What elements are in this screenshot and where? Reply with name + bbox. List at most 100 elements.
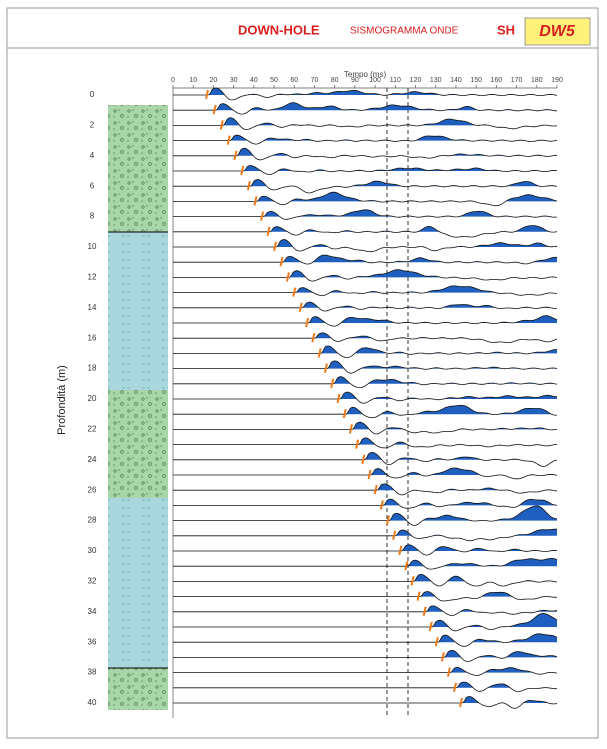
- trace-fill: [173, 332, 557, 339]
- header-code: DW5: [539, 23, 576, 40]
- trace: [173, 467, 558, 480]
- arrival-pick: [398, 545, 403, 556]
- trace: [173, 102, 557, 115]
- trace: [173, 505, 558, 526]
- depth-label: 24: [88, 455, 97, 464]
- trace-fill: [173, 544, 557, 551]
- arrival-pick: [348, 424, 353, 434]
- trace-fill: [173, 392, 557, 399]
- time-label: 120: [410, 77, 422, 84]
- arrival-pick: [446, 667, 451, 677]
- trace: [173, 612, 558, 632]
- trace-fill: [173, 574, 557, 582]
- time-label: 100: [369, 77, 381, 84]
- trace: [173, 483, 557, 496]
- trace: [173, 650, 558, 663]
- arrival-pick: [330, 378, 335, 389]
- stratum: [108, 498, 168, 668]
- trace: [173, 437, 558, 449]
- header-subtitle: SISMOGRAMMA ONDE: [350, 26, 459, 37]
- trace-fill: [173, 315, 557, 323]
- depth-label: 38: [88, 668, 97, 677]
- trace-fill: [173, 302, 557, 308]
- arrival-pick: [434, 636, 439, 647]
- trace: [173, 376, 558, 388]
- arrival-pick: [317, 348, 322, 358]
- trace: [173, 269, 558, 282]
- trace: [173, 225, 558, 238]
- time-label: 130: [430, 77, 442, 84]
- traces: [173, 87, 558, 709]
- trace-fill: [173, 452, 557, 460]
- arrival-pick: [273, 241, 278, 252]
- depth-label: 2: [90, 121, 95, 130]
- y-title: Profondità (m): [56, 365, 68, 435]
- trace: [173, 117, 558, 131]
- arrival-pick: [205, 89, 209, 100]
- header-title: DOWN-HOLE: [238, 22, 320, 37]
- time-label: 190: [551, 77, 563, 84]
- depth-label: 12: [88, 273, 97, 282]
- arrival-pick: [260, 211, 265, 221]
- depth-label: 16: [88, 333, 97, 342]
- trace: [173, 681, 558, 692]
- arrival-pick: [361, 454, 366, 465]
- trace-fill: [173, 192, 557, 202]
- trace: [173, 165, 558, 175]
- trace: [173, 301, 558, 312]
- header-wave: SH: [497, 22, 515, 37]
- arrival-pick: [298, 302, 303, 313]
- trace: [173, 209, 558, 220]
- time-label: 170: [511, 77, 523, 84]
- arrival-pick: [428, 621, 433, 632]
- arrival-pick: [422, 606, 427, 617]
- trace-fill: [173, 239, 557, 247]
- time-label: 160: [491, 77, 503, 84]
- depth-label: 8: [90, 212, 95, 221]
- stratum: [108, 232, 168, 390]
- trace: [173, 498, 557, 509]
- trace-fill: [173, 345, 557, 354]
- depth-label: 30: [88, 546, 97, 555]
- depth-label: 34: [88, 607, 97, 616]
- depth-label: 36: [88, 637, 97, 646]
- strata-column: [108, 105, 168, 710]
- depth-label: 26: [88, 485, 97, 494]
- trace: [173, 421, 558, 435]
- time-label: 70: [311, 77, 319, 84]
- arrival-pick: [246, 180, 251, 191]
- trace: [173, 451, 558, 467]
- arrival-pick: [285, 272, 290, 282]
- arrival-pick: [336, 393, 341, 404]
- stratum: [108, 668, 168, 710]
- trace: [173, 239, 558, 253]
- arrival-pick: [392, 530, 397, 541]
- time-label: 0: [171, 77, 175, 84]
- trace: [173, 134, 558, 145]
- trace: [173, 404, 558, 419]
- x-title: Tempo (ms): [344, 70, 387, 79]
- time-label: 20: [210, 77, 218, 84]
- arrival-pick: [373, 484, 378, 495]
- arrival-pick: [379, 500, 384, 510]
- arrival-pick: [212, 104, 217, 115]
- trace-fill: [173, 505, 557, 521]
- arrival-pick: [292, 287, 297, 297]
- trace-fill: [173, 209, 557, 217]
- arrival-pick: [219, 120, 224, 130]
- trace: [173, 147, 558, 161]
- arrival-pick: [240, 165, 245, 176]
- depth-label: 0: [90, 90, 95, 99]
- time-label: 30: [230, 77, 238, 84]
- arrival-pick: [323, 363, 328, 373]
- trace: [173, 558, 558, 570]
- trace: [173, 87, 558, 101]
- trace: [173, 696, 558, 709]
- stratum: [108, 105, 168, 232]
- time-label: 60: [290, 77, 298, 84]
- trace-fill: [173, 613, 557, 627]
- trace: [173, 633, 558, 647]
- trace: [173, 544, 558, 556]
- trace: [173, 391, 558, 404]
